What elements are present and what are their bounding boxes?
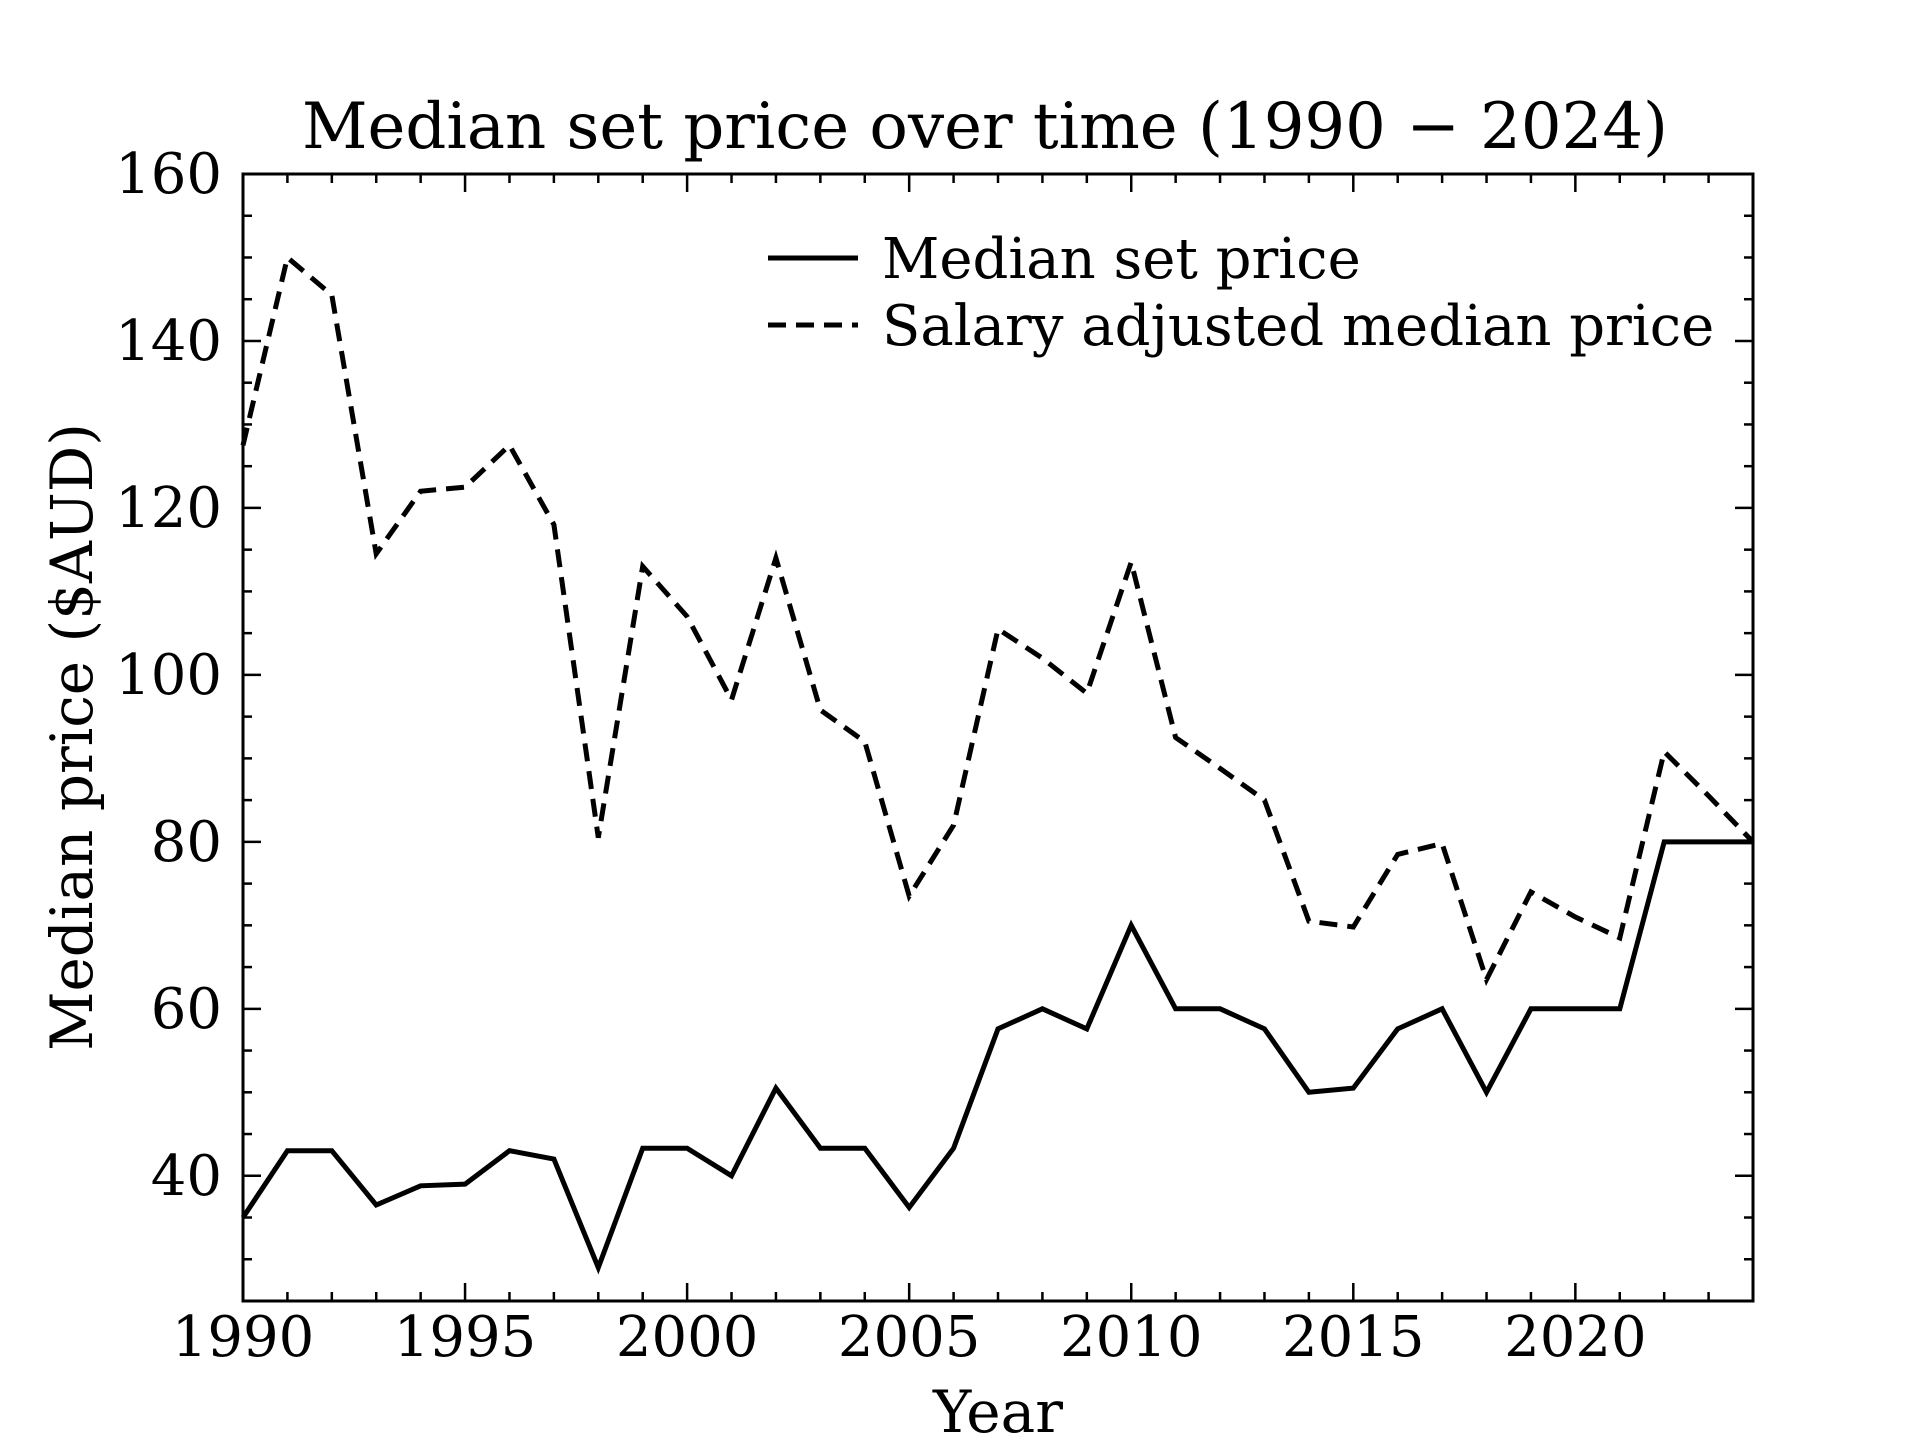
x-tick-label: 1990 <box>172 1305 315 1370</box>
tick-labels: 1990 1995 2000 2005 2010 2015 2020 40 60 80 100 120… <box>115 142 1647 1370</box>
y-tick-label: 40 <box>151 1144 222 1209</box>
x-tick-label: 2005 <box>838 1305 981 1370</box>
x-tick-label: 2000 <box>616 1305 759 1370</box>
y-tick-label: 100 <box>115 643 222 708</box>
y-tick-label: 160 <box>115 142 222 207</box>
x-tick-label: 1995 <box>394 1305 537 1370</box>
legend-label-salary-adjusted-median-price: Salary adjusted median price <box>882 294 1714 359</box>
chart-title: Median set price over time (1990 − 2024) <box>302 90 1668 164</box>
y-tick-label: 140 <box>115 309 222 374</box>
y-tick-label: 120 <box>115 476 222 541</box>
legend: Median set price Salary adjusted median … <box>768 227 1714 359</box>
plot-frame <box>241 172 1755 1303</box>
series-layer <box>240 252 1755 1275</box>
y-tick-label: 80 <box>151 810 222 875</box>
x-axis-label: Year <box>932 1378 1063 1440</box>
x-tick-label: 2015 <box>1282 1305 1425 1370</box>
y-tick-label: 60 <box>151 977 222 1042</box>
series-line-median-set-price <box>240 839 1753 1275</box>
legend-label-median-set-price: Median set price <box>882 227 1361 292</box>
x-tick-label: 2010 <box>1060 1305 1203 1370</box>
series-line-salary-adjusted-median-price <box>240 252 1755 987</box>
y-axis-label: Median price ($AUD) <box>38 423 106 1051</box>
x-tick-label: 2020 <box>1504 1305 1647 1370</box>
